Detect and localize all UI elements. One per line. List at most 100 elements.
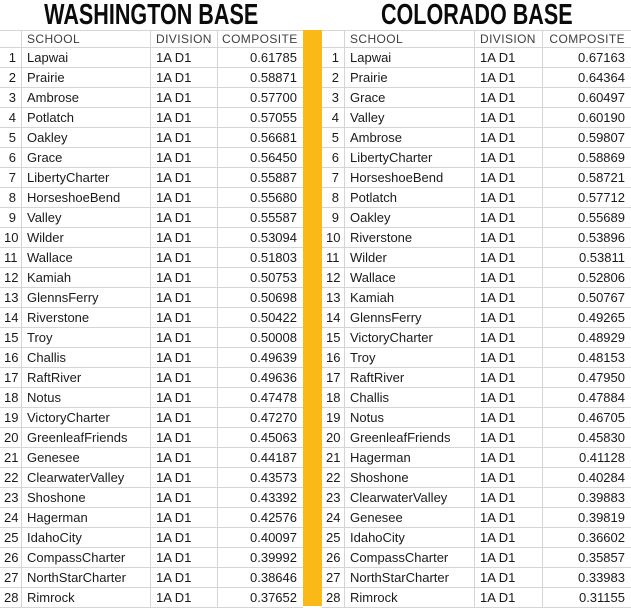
rank-cell: 15 — [0, 328, 22, 348]
school-cell: Grace — [22, 148, 151, 168]
division-cell: 1A D1 — [151, 468, 218, 488]
division-cell: 1A D1 — [475, 588, 543, 608]
division-header-cell: DIVISION — [475, 30, 543, 48]
rank-cell: 28 — [322, 588, 345, 608]
composite-cell: 0.57700 — [218, 88, 303, 108]
division-cell: 1A D1 — [151, 168, 218, 188]
composite-cell: 0.60190 — [543, 108, 631, 128]
composite-cell: 0.46705 — [543, 408, 631, 428]
school-cell: Ambrose — [345, 128, 475, 148]
school-cell: NorthStarCharter — [22, 568, 151, 588]
school-cell: Troy — [22, 328, 151, 348]
school-cell: NorthStarCharter — [345, 568, 475, 588]
table-row: 11 Wallace 1A D1 0.51803 — [0, 248, 303, 268]
rank-cell: 4 — [0, 108, 22, 128]
composite-cell: 0.56681 — [218, 128, 303, 148]
rank-cell: 7 — [322, 168, 345, 188]
division-cell: 1A D1 — [151, 48, 218, 68]
composite-cell: 0.33983 — [543, 568, 631, 588]
school-cell: Rimrock — [22, 588, 151, 608]
rank-cell: 2 — [0, 68, 22, 88]
rank-cell: 8 — [322, 188, 345, 208]
division-cell: 1A D1 — [151, 328, 218, 348]
rank-cell: 10 — [322, 228, 345, 248]
rank-cell: 13 — [0, 288, 22, 308]
school-cell: Challis — [22, 348, 151, 368]
rank-cell: 20 — [0, 428, 22, 448]
school-cell: Genesee — [345, 508, 475, 528]
school-cell: Valley — [345, 108, 475, 128]
rank-cell: 19 — [322, 408, 345, 428]
composite-cell: 0.55680 — [218, 188, 303, 208]
composite-cell: 0.47478 — [218, 388, 303, 408]
division-cell: 1A D1 — [475, 428, 543, 448]
composite-cell: 0.53811 — [543, 248, 631, 268]
rank-cell: 11 — [322, 248, 345, 268]
division-cell: 1A D1 — [475, 288, 543, 308]
table-row: 15 Troy 1A D1 0.50008 — [0, 328, 303, 348]
composite-cell: 0.40284 — [543, 468, 631, 488]
rank-cell: 15 — [322, 328, 345, 348]
table-row: 13 GlennsFerry 1A D1 0.50698 — [0, 288, 303, 308]
division-cell: 1A D1 — [151, 528, 218, 548]
school-cell: Notus — [345, 408, 475, 428]
school-cell: GlennsFerry — [22, 288, 151, 308]
school-cell: LibertyCharter — [345, 148, 475, 168]
table-row: 2 Prairie 1A D1 0.58871 — [0, 68, 303, 88]
division-cell: 1A D1 — [475, 148, 543, 168]
composite-cell: 0.45830 — [543, 428, 631, 448]
school-cell: Rimrock — [345, 588, 475, 608]
rank-cell: 12 — [322, 268, 345, 288]
division-cell: 1A D1 — [151, 108, 218, 128]
school-cell: Grace — [345, 88, 475, 108]
rank-cell: 2 — [322, 68, 345, 88]
table-row: 8 HorseshoeBend 1A D1 0.55680 — [0, 188, 303, 208]
composite-cell: 0.52806 — [543, 268, 631, 288]
table-row: 16 Challis 1A D1 0.49639 — [0, 348, 303, 368]
table-title: COLORADO BASE — [380, 0, 573, 31]
rank-cell: 23 — [322, 488, 345, 508]
school-cell: IdahoCity — [345, 528, 475, 548]
rank-cell: 28 — [0, 588, 22, 608]
division-cell: 1A D1 — [475, 268, 543, 288]
table-row: 10 Wilder 1A D1 0.53094 — [0, 228, 303, 248]
rank-cell: 19 — [0, 408, 22, 428]
division-cell: 1A D1 — [475, 448, 543, 468]
composite-cell: 0.50767 — [543, 288, 631, 308]
school-cell: Riverstone — [345, 228, 475, 248]
composite-cell: 0.41128 — [543, 448, 631, 468]
rank-cell: 1 — [0, 48, 22, 68]
composite-cell: 0.64364 — [543, 68, 631, 88]
table-row: 3 Grace 1A D1 0.60497 — [322, 88, 631, 108]
division-cell: 1A D1 — [475, 568, 543, 588]
division-cell: 1A D1 — [475, 188, 543, 208]
division-cell: 1A D1 — [475, 168, 543, 188]
school-cell: GreenleafFriends — [22, 428, 151, 448]
school-cell: Troy — [345, 348, 475, 368]
table-row: 4 Valley 1A D1 0.60190 — [322, 108, 631, 128]
table-row: 9 Valley 1A D1 0.55587 — [0, 208, 303, 228]
school-cell: Shoshone — [22, 488, 151, 508]
division-cell: 1A D1 — [475, 388, 543, 408]
division-cell: 1A D1 — [151, 288, 218, 308]
table-row: 6 LibertyCharter 1A D1 0.58869 — [322, 148, 631, 168]
rank-cell: 4 — [322, 108, 345, 128]
division-cell: 1A D1 — [151, 508, 218, 528]
school-cell: Riverstone — [22, 308, 151, 328]
division-cell: 1A D1 — [475, 248, 543, 268]
division-cell: 1A D1 — [475, 348, 543, 368]
composite-cell: 0.50698 — [218, 288, 303, 308]
division-cell: 1A D1 — [151, 148, 218, 168]
division-cell: 1A D1 — [475, 488, 543, 508]
composite-cell: 0.53896 — [543, 228, 631, 248]
composite-cell: 0.39883 — [543, 488, 631, 508]
composite-cell: 0.58721 — [543, 168, 631, 188]
table-row: 7 LibertyCharter 1A D1 0.55887 — [0, 168, 303, 188]
division-cell: 1A D1 — [151, 368, 218, 388]
composite-cell: 0.48929 — [543, 328, 631, 348]
division-cell: 1A D1 — [475, 208, 543, 228]
composite-cell: 0.42576 — [218, 508, 303, 528]
rank-cell: 8 — [0, 188, 22, 208]
rank-cell: 1 — [322, 48, 345, 68]
composite-cell: 0.40097 — [218, 528, 303, 548]
